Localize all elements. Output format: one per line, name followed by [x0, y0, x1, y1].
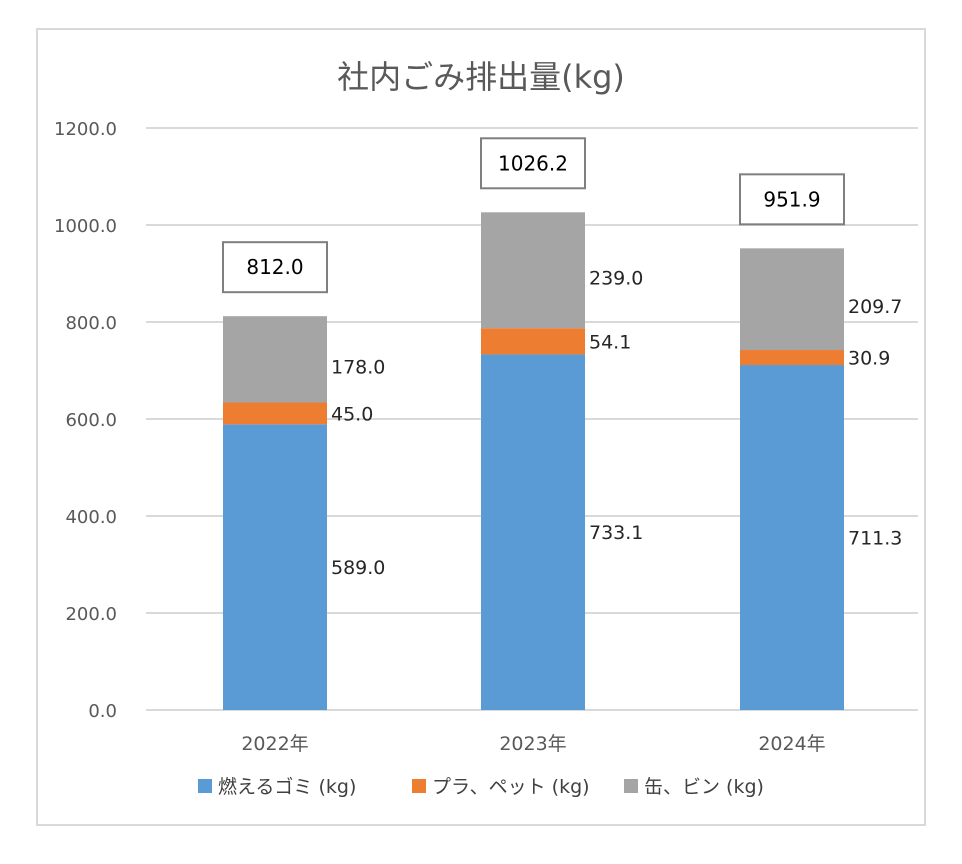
y-tick-label: 600.0 — [65, 410, 117, 431]
x-category-label: 2023年 — [499, 733, 566, 755]
x-axis-categories: 2022年 2023年 2024年 — [241, 733, 825, 755]
legend-label: 燃えるゴミ (kg) — [218, 776, 356, 798]
total-label: 1026.2 — [498, 151, 568, 175]
total-label: 951.9 — [763, 187, 820, 211]
y-tick-label: 1200.0 — [54, 119, 117, 140]
y-tick-label: 800.0 — [65, 313, 117, 334]
total-box — [222, 241, 328, 294]
data-label: 30.9 — [848, 348, 890, 370]
bar-segment — [740, 350, 844, 366]
chart-title: 社内ごみ排出量(kg) — [337, 58, 625, 96]
bar-segment — [223, 424, 327, 710]
bar-segment — [481, 328, 585, 355]
y-tick-label: 0.0 — [88, 701, 117, 722]
total-box — [480, 137, 586, 190]
y-tick-label: 200.0 — [65, 604, 117, 625]
bar-segment — [223, 402, 327, 425]
y-tick-label: 400.0 — [65, 507, 117, 528]
bar-segment — [223, 316, 327, 403]
legend-swatch — [412, 779, 426, 793]
total-label: 812.0 — [246, 255, 303, 279]
bar-segment — [481, 354, 585, 710]
x-category-label: 2024年 — [758, 733, 825, 755]
data-label: 589.0 — [331, 557, 385, 579]
data-label: 178.0 — [331, 356, 385, 378]
data-label: 45.0 — [331, 403, 373, 425]
total-box — [739, 173, 845, 226]
data-label: 209.7 — [848, 296, 902, 318]
x-category-label: 2022年 — [241, 733, 308, 755]
data-label: 239.0 — [589, 267, 643, 289]
y-axis-ticks: 0.0 200.0 400.0 600.0 800.0 1000.0 1200.0 — [54, 119, 117, 722]
data-label: 733.1 — [589, 522, 643, 544]
legend: 燃えるゴミ (kg) プラ、ペット (kg) 缶、ビン (kg) — [198, 776, 764, 798]
legend-swatch — [624, 779, 638, 793]
bar-segment — [740, 248, 844, 351]
data-label: 711.3 — [848, 528, 902, 550]
bar-segment — [740, 365, 844, 710]
y-tick-label: 1000.0 — [54, 216, 117, 237]
bars — [223, 212, 844, 710]
legend-label: プラ、ペット (kg) — [432, 776, 590, 798]
data-labels: 589.0 45.0 178.0 812.0 733.1 54.1 239.0 1026.2 7… — [222, 137, 902, 579]
legend-label: 缶、ビン (kg) — [644, 776, 764, 798]
legend-swatch — [198, 779, 212, 793]
bar-segment — [481, 212, 585, 329]
data-label: 54.1 — [589, 331, 631, 353]
